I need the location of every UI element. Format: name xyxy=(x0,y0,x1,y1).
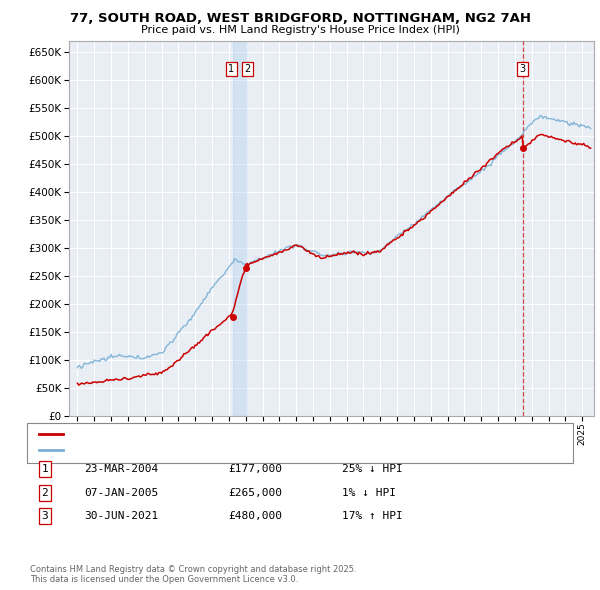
Text: 1: 1 xyxy=(41,464,49,474)
Text: 3: 3 xyxy=(41,512,49,521)
Text: 1: 1 xyxy=(229,64,235,74)
Text: 30-JUN-2021: 30-JUN-2021 xyxy=(84,512,158,521)
Text: £480,000: £480,000 xyxy=(228,512,282,521)
Text: 77, SOUTH ROAD, WEST BRIDGFORD, NOTTINGHAM, NG2 7AH: 77, SOUTH ROAD, WEST BRIDGFORD, NOTTINGH… xyxy=(70,12,530,25)
Text: 2: 2 xyxy=(244,64,250,74)
Text: 23-MAR-2004: 23-MAR-2004 xyxy=(84,464,158,474)
Text: 3: 3 xyxy=(520,64,526,74)
Text: Price paid vs. HM Land Registry's House Price Index (HPI): Price paid vs. HM Land Registry's House … xyxy=(140,25,460,35)
Text: 2: 2 xyxy=(41,488,49,497)
Text: £265,000: £265,000 xyxy=(228,488,282,497)
Text: 1% ↓ HPI: 1% ↓ HPI xyxy=(342,488,396,497)
Text: HPI: Average price, detached house, Rushcliffe: HPI: Average price, detached house, Rush… xyxy=(67,445,296,455)
Text: 17% ↑ HPI: 17% ↑ HPI xyxy=(342,512,403,521)
Text: £177,000: £177,000 xyxy=(228,464,282,474)
Bar xyxy=(233,41,246,416)
Text: 77, SOUTH ROAD, WEST BRIDGFORD, NOTTINGHAM, NG2 7AH (detached house): 77, SOUTH ROAD, WEST BRIDGFORD, NOTTINGH… xyxy=(67,430,461,439)
Text: 25% ↓ HPI: 25% ↓ HPI xyxy=(342,464,403,474)
Text: Contains HM Land Registry data © Crown copyright and database right 2025.
This d: Contains HM Land Registry data © Crown c… xyxy=(30,565,356,584)
Text: 07-JAN-2005: 07-JAN-2005 xyxy=(84,488,158,497)
